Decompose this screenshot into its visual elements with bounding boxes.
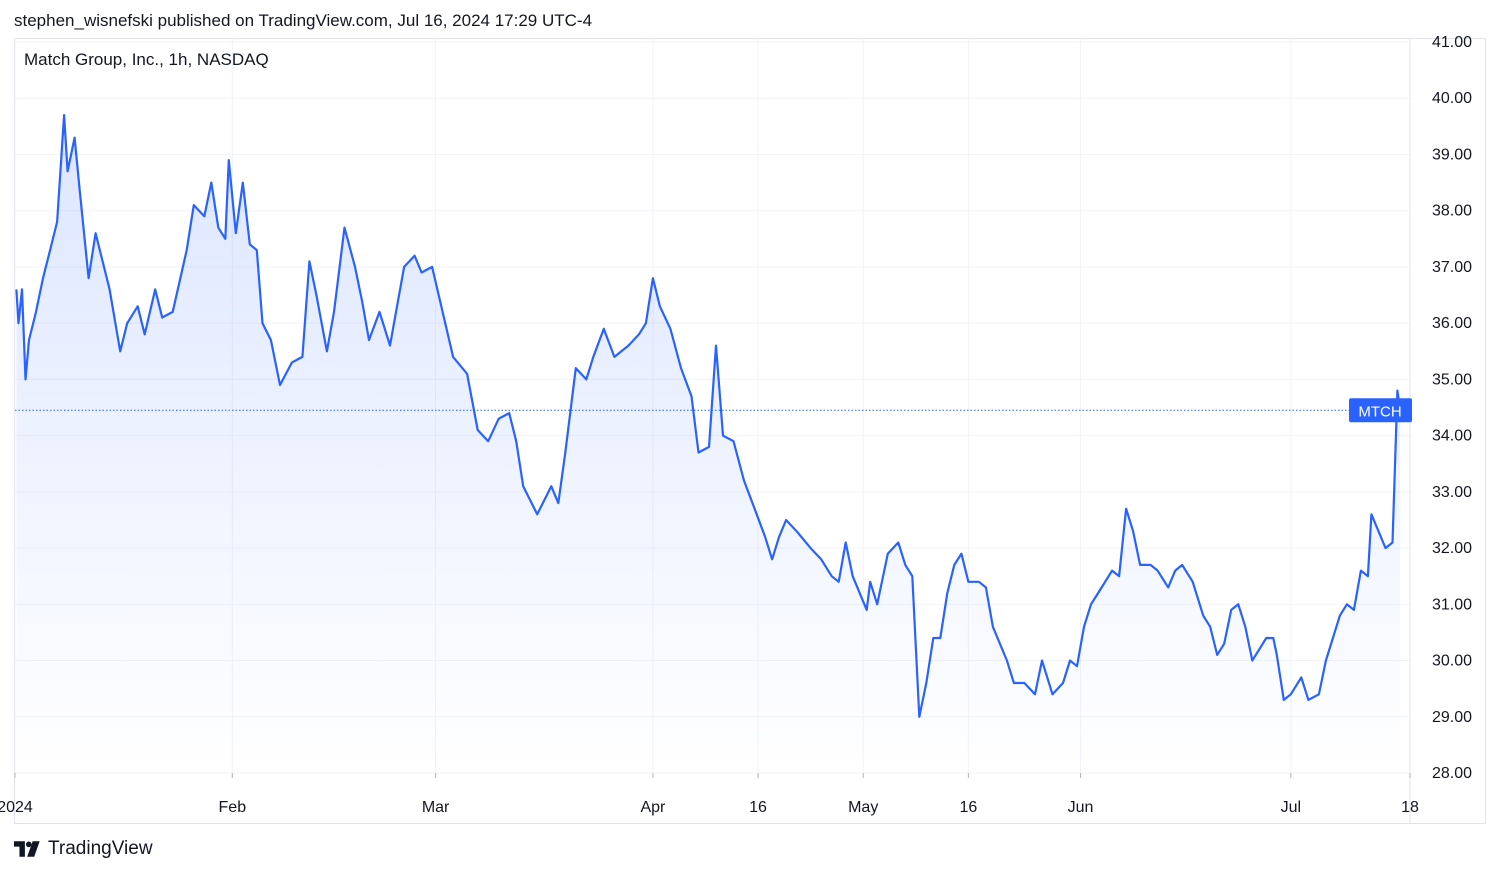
footer-brand-name: TradingView [48, 838, 153, 859]
y-tick-label: 41.00 [1432, 34, 1472, 51]
y-tick-label: 30.00 [1432, 653, 1472, 670]
y-tick-label: 28.00 [1432, 765, 1472, 782]
y-tick-label: 33.00 [1432, 484, 1472, 501]
x-tick-label: Jun [1068, 799, 1094, 816]
y-tick-label: 29.00 [1432, 709, 1472, 726]
x-tick-label: May [848, 799, 878, 816]
y-tick-label: 39.00 [1432, 146, 1472, 163]
symbol-legend: Match Group, Inc., 1h, NASDAQ [24, 50, 269, 69]
y-tick-label: 31.00 [1432, 596, 1472, 613]
y-tick-label: 34.00 [1432, 428, 1472, 445]
footer-brand[interactable]: TradingView [14, 838, 153, 860]
y-tick-label: 40.00 [1432, 90, 1472, 107]
y-tick-label: 36.00 [1432, 315, 1472, 332]
x-axis: 2024 Feb Mar Apr 16 May 16 Jun Jul 18 [0, 773, 1419, 816]
symbol-badge-label: MTCH [1358, 403, 1401, 420]
y-tick-label: 32.00 [1432, 540, 1472, 557]
x-tick-label: 18 [1401, 799, 1419, 816]
price-area-fill [16, 115, 1401, 774]
y-tick-label: 37.00 [1432, 259, 1472, 276]
symbol-price-badge: MTCH [1349, 398, 1412, 423]
publisher-line: stephen_wisnefski published on TradingVi… [14, 11, 593, 30]
x-tick-label: 16 [959, 799, 977, 816]
price-line [15, 114, 1402, 718]
x-tick-label: 2024 [0, 799, 33, 816]
x-tick-label: Mar [422, 799, 450, 816]
tradingview-logo-icon [14, 841, 40, 857]
y-tick-label: 38.00 [1432, 203, 1472, 220]
x-tick-label: Jul [1281, 799, 1301, 816]
x-tick-label: 16 [749, 799, 767, 816]
x-tick-label: Apr [640, 799, 666, 816]
y-axis: 28.00 29.00 30.00 31.00 32.00 33.00 34.00 35.00… [1409, 34, 1472, 824]
x-tick-label: Feb [219, 799, 247, 816]
y-tick-label: 35.00 [1432, 371, 1472, 388]
